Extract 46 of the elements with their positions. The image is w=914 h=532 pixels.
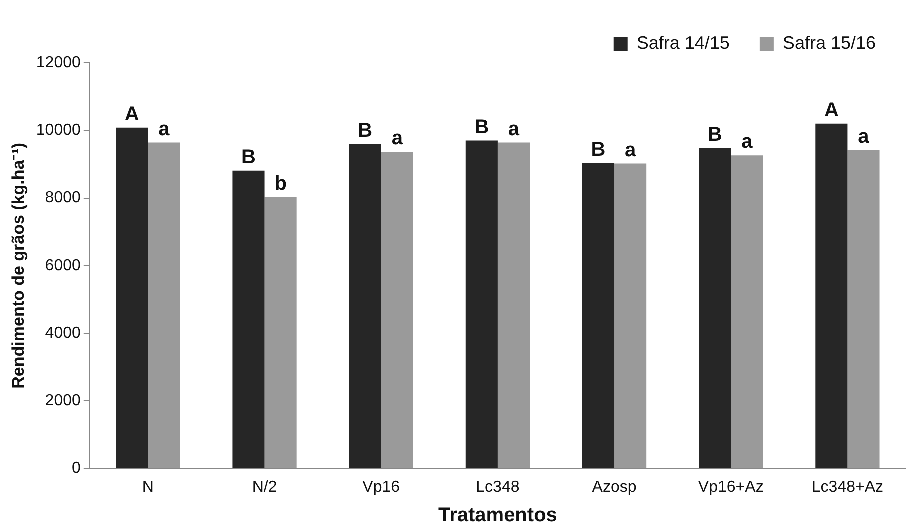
annotation: B [474, 116, 490, 138]
legend-label: Safra 14/15 [636, 32, 730, 53]
annotation: A [824, 99, 839, 122]
annotation: a [158, 118, 171, 140]
legend-label: Safra 15/16 [782, 32, 876, 53]
y-tick-label: 12000 [36, 54, 81, 72]
y-tick-label: 2000 [45, 392, 81, 410]
y-tick-label: 10000 [36, 122, 81, 140]
y-axis-title: Rendimento de grãos (kg.ha⁻¹) [8, 142, 28, 389]
bar [381, 152, 414, 468]
bar [148, 142, 180, 468]
annotation: B [591, 138, 606, 161]
y-tick-label: 4000 [45, 324, 81, 342]
annotation: a [508, 118, 520, 140]
x-tick-label: Lc348 [476, 478, 520, 496]
bar [582, 163, 615, 468]
bar [816, 124, 848, 468]
x-tick-label: N [142, 478, 154, 496]
x-tick-label: Vp16+Az [698, 478, 764, 496]
x-tick-label: Vp16 [362, 478, 400, 496]
annotation: B [708, 124, 722, 146]
annotation: a [392, 127, 404, 150]
annotation: A [124, 103, 140, 126]
y-tick-label: 6000 [45, 257, 81, 274]
bar [349, 144, 382, 468]
x-tick-label: Lc348+Az [812, 478, 884, 496]
y-tick-label: 0 [72, 460, 81, 478]
bar [232, 170, 265, 468]
bar [116, 128, 148, 468]
annotation: a [742, 131, 754, 154]
annotation: a [625, 139, 637, 162]
x-tick-label: Azosp [592, 478, 637, 496]
bar [614, 164, 647, 468]
bar [466, 140, 498, 468]
annotation: a [858, 126, 870, 148]
y-tick-label: 8000 [45, 190, 81, 207]
annotation: B [358, 120, 373, 142]
bar [264, 197, 297, 468]
x-axis-title: Tratamentos [438, 504, 558, 527]
bar [699, 148, 732, 468]
bar [731, 156, 764, 468]
bar [498, 142, 530, 468]
x-tick-label: N/2 [252, 478, 278, 496]
annotation: b [274, 172, 287, 195]
annotation: B [242, 146, 256, 168]
bar [848, 150, 880, 468]
